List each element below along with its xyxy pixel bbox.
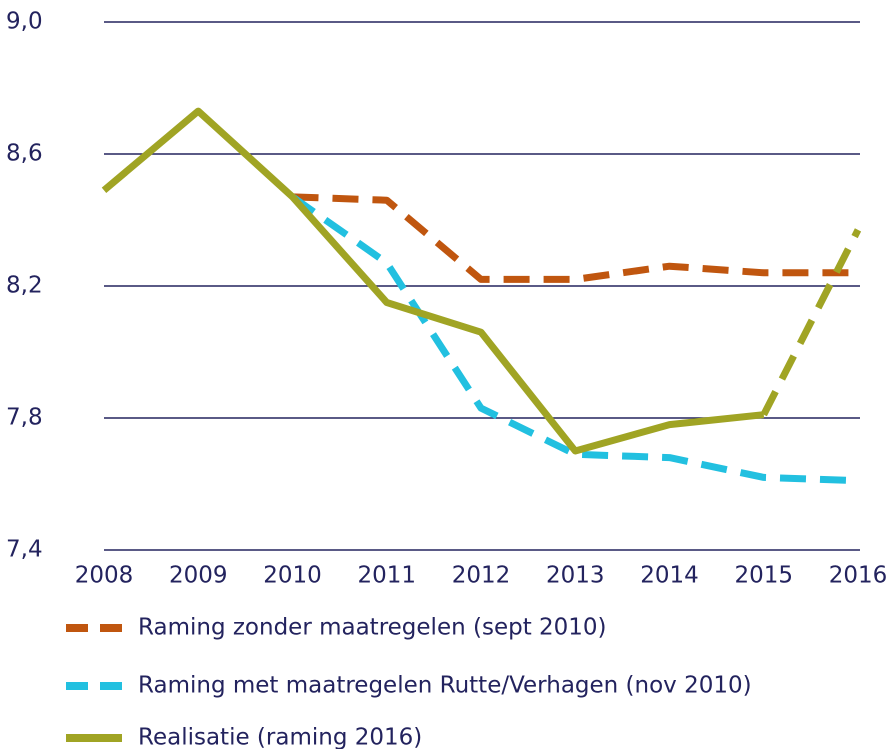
x-tick-label: 2012 xyxy=(452,563,511,589)
line xyxy=(101,107,765,455)
x-tick-label: 2015 xyxy=(734,563,793,589)
line xyxy=(290,194,859,485)
y-tick-label: 9,0 xyxy=(6,9,43,35)
legend-label: Realisatie (raming 2016) xyxy=(138,725,422,749)
legend-label: Raming met maatregelen Rutte/Verhagen (n… xyxy=(138,673,752,699)
x-tick-label: 2014 xyxy=(640,563,699,589)
line xyxy=(760,228,862,417)
y-tick-label: 8,6 xyxy=(6,141,43,167)
x-tick-label: 2013 xyxy=(546,563,605,589)
y-tick-label: 7,4 xyxy=(6,537,43,563)
x-tick-label: 2009 xyxy=(169,563,228,589)
legend-label: Raming zonder maatregelen (sept 2010) xyxy=(138,615,607,641)
x-tick-label: 2011 xyxy=(357,563,416,589)
x-tick-label: 2010 xyxy=(263,563,322,589)
line xyxy=(292,193,858,283)
x-tick-label: 2008 xyxy=(75,563,134,589)
y-tick-label: 7,8 xyxy=(6,405,43,431)
x-tick-label: 2016 xyxy=(829,563,888,589)
y-tick-label: 8,2 xyxy=(6,273,43,299)
